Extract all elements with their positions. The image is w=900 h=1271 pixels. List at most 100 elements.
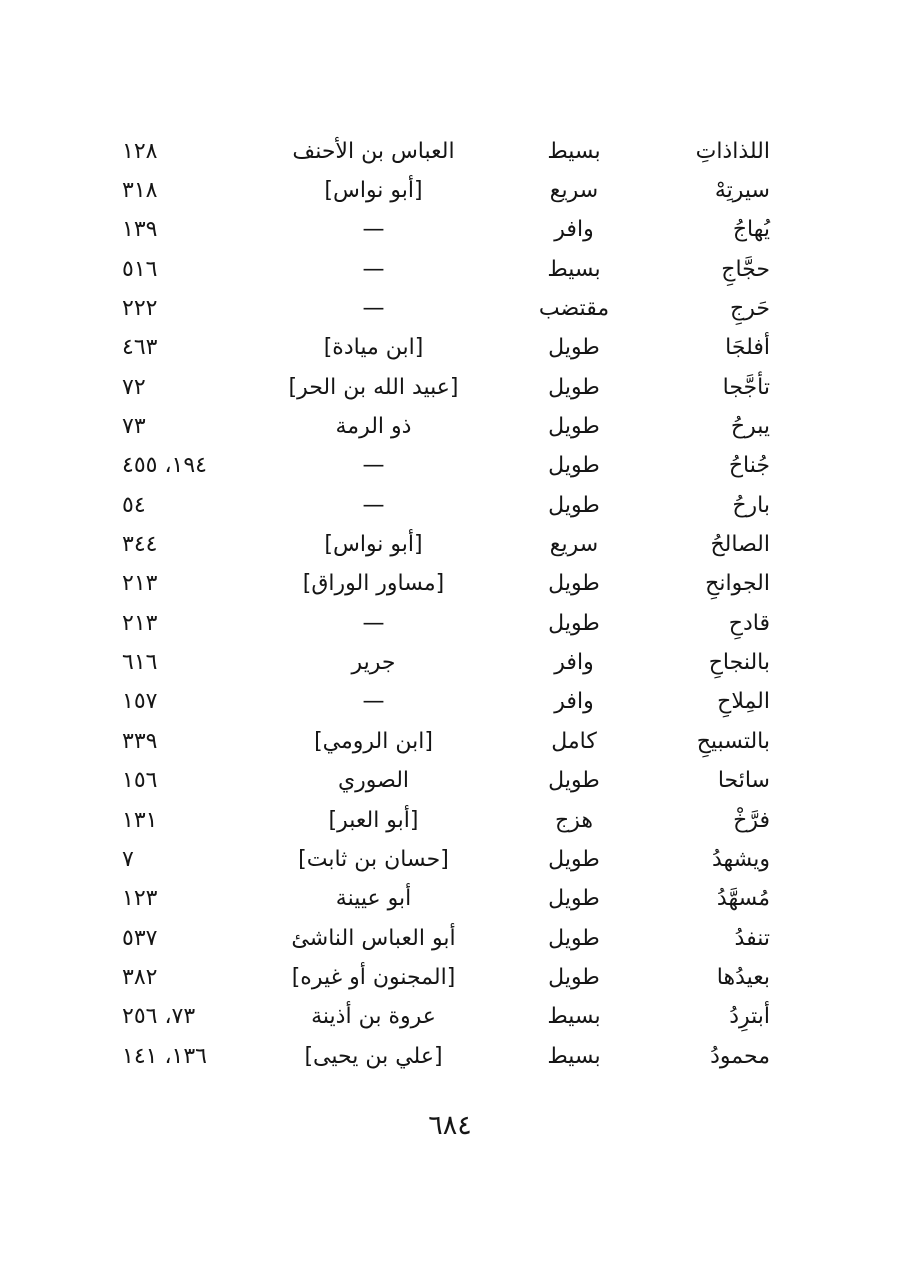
page-references: ٥٣٧ — [122, 925, 158, 951]
poet-name: — — [362, 453, 385, 479]
page-references: ٥١٦ — [122, 256, 158, 282]
poet-name: [ابن ميادة] — [323, 335, 424, 361]
poet-name: — — [362, 296, 385, 322]
rhyme-word: الجوانحِ — [705, 571, 770, 597]
page-references: ١٩٤، ٤٥٥ — [122, 453, 207, 479]
index-row: بعيدُها طويل [المجنون أو غيره] ٣٨٢ — [122, 958, 770, 997]
poet-name: العباس بن الأحنف — [292, 138, 455, 164]
meter-name: طويل — [548, 886, 600, 912]
poet-name: — — [362, 256, 385, 282]
index-row: محمودُ بسيط [علي بن يحيى] ١٣٦، ١٤١ — [122, 1037, 770, 1076]
page-references: ١٣٦، ١٤١ — [122, 1043, 207, 1069]
poet-name: — — [362, 492, 385, 518]
index-row: حجَّاجِ بسيط — ٥١٦ — [122, 250, 770, 289]
page-references: ٣٤٤ — [122, 532, 158, 558]
index-row: فرَّخْ هزج [أبو العبر] ١٣١ — [122, 801, 770, 840]
rhyme-word: بعيدُها — [716, 964, 770, 990]
meter-name: طويل — [548, 571, 600, 597]
meter-name: وافر — [554, 217, 594, 243]
rhyme-word: تنفدُ — [734, 925, 770, 951]
rhyme-word: تأجَّجا — [722, 374, 770, 400]
index-row: جُناحُ طويل — ١٩٤، ٤٥٥ — [122, 447, 770, 486]
index-row: سائحا طويل الصوري ١٥٦ — [122, 762, 770, 801]
page-references: ٧٣ — [122, 414, 146, 440]
index-row: قادحِ طويل — ٢١٣ — [122, 604, 770, 643]
meter-name: بسيط — [547, 138, 601, 164]
index-row: بالتسبيحِ كامل [ابن الرومي] ٣٣٩ — [122, 722, 770, 761]
poet-name: [أبو نواس] — [324, 532, 423, 558]
index-row: بارحُ طويل — ٥٤ — [122, 486, 770, 525]
page-references: ٢١٣ — [122, 571, 158, 597]
page-references: ٣٨٢ — [122, 964, 158, 990]
rhyme-word: مُسهَّدُ — [716, 886, 770, 912]
rhyme-word: جُناحُ — [728, 453, 770, 479]
meter-name: كامل — [551, 728, 597, 754]
page-references: ٣٣٩ — [122, 728, 158, 754]
rhyme-word: الصالحُ — [710, 532, 770, 558]
index-row: بالنجاحِ وافر جرير ٦١٦ — [122, 643, 770, 682]
poet-name: [حسان بن ثابت] — [298, 846, 449, 872]
rhyme-word: حَرجِ — [730, 296, 770, 322]
page-references: ٣١٨ — [122, 178, 158, 204]
meter-name: طويل — [548, 610, 600, 636]
poet-name: — — [362, 217, 385, 243]
poet-name: — — [362, 689, 385, 715]
poet-name: الصوري — [337, 768, 410, 794]
page-references: ٧ — [122, 846, 134, 872]
poet-name: أبو عيينة — [335, 886, 412, 912]
meter-name: طويل — [548, 768, 600, 794]
rhyme-word: حجَّاجِ — [721, 256, 770, 282]
meter-name: وافر — [554, 650, 594, 676]
page-references: ١٥٧ — [122, 689, 158, 715]
meter-name: وافر — [554, 689, 594, 715]
poet-name: [مساور الوراق] — [302, 571, 445, 597]
poet-name: جرير — [351, 650, 396, 676]
meter-name: طويل — [548, 374, 600, 400]
page-references: ٥٤ — [122, 492, 146, 518]
index-row: ويشهدُ طويل [حسان بن ثابت] ٧ — [122, 840, 770, 879]
meter-name: هزج — [555, 807, 593, 833]
rhyme-index-table: اللذاذاتِ بسيط العباس بن الأحنف ١٢٨ سيرت… — [122, 132, 770, 1076]
poet-name: [علي بن يحيى] — [304, 1043, 443, 1069]
poet-name: [المجنون أو غيره] — [291, 964, 456, 990]
index-row: سيرتِهْ سريع [أبو نواس] ٣١٨ — [122, 171, 770, 210]
page-references: ٦١٦ — [122, 650, 158, 676]
meter-name: مقتضب — [538, 296, 610, 322]
index-row: الصالحُ سريع [أبو نواس] ٣٤٤ — [122, 525, 770, 564]
page-references: ١٢٣ — [122, 886, 158, 912]
rhyme-word: محمودُ — [710, 1043, 770, 1069]
page-references: ٧٢ — [122, 374, 146, 400]
poet-name: [عبيد الله بن الحر] — [288, 374, 459, 400]
index-row: أفلجَا طويل [ابن ميادة] ٤٦٣ — [122, 329, 770, 368]
index-row: تنفدُ طويل أبو العباس الناشئ ٥٣٧ — [122, 919, 770, 958]
index-row: المِلاحِ وافر — ١٥٧ — [122, 683, 770, 722]
page-references: ٢٢٢ — [122, 296, 158, 322]
rhyme-word: سائحا — [717, 768, 770, 794]
rhyme-word: المِلاحِ — [717, 689, 770, 715]
rhyme-word: بارحُ — [732, 492, 770, 518]
page-number: ٦٨٤ — [428, 1110, 472, 1141]
poet-name: عروة بن أذينة — [311, 1004, 436, 1030]
meter-name: بسيط — [547, 256, 601, 282]
rhyme-word: فرَّخْ — [733, 807, 770, 833]
meter-name: سريع — [549, 532, 599, 558]
meter-name: طويل — [548, 492, 600, 518]
index-row: أبترِدُ بسيط عروة بن أذينة ٧٣، ٢٥٦ — [122, 998, 770, 1037]
meter-name: سريع — [549, 178, 599, 204]
rhyme-word: بالنجاحِ — [708, 650, 770, 676]
poet-name: [أبو العبر] — [328, 807, 419, 833]
rhyme-word: أبترِدُ — [729, 1004, 770, 1030]
rhyme-word: ويشهدُ — [711, 846, 770, 872]
index-row: الجوانحِ طويل [مساور الوراق] ٢١٣ — [122, 565, 770, 604]
meter-name: طويل — [548, 335, 600, 361]
index-row: تأجَّجا طويل [عبيد الله بن الحر] ٧٢ — [122, 368, 770, 407]
meter-name: بسيط — [547, 1043, 601, 1069]
rhyme-word: يبرحُ — [730, 414, 770, 440]
page-references: ١٥٦ — [122, 768, 158, 794]
rhyme-word: اللذاذاتِ — [695, 138, 770, 164]
page-references: ٤٦٣ — [122, 335, 158, 361]
poet-name: [ابن الرومي] — [314, 728, 433, 754]
index-row: يبرحُ طويل ذو الرمة ٧٣ — [122, 407, 770, 446]
meter-name: بسيط — [547, 1004, 601, 1030]
